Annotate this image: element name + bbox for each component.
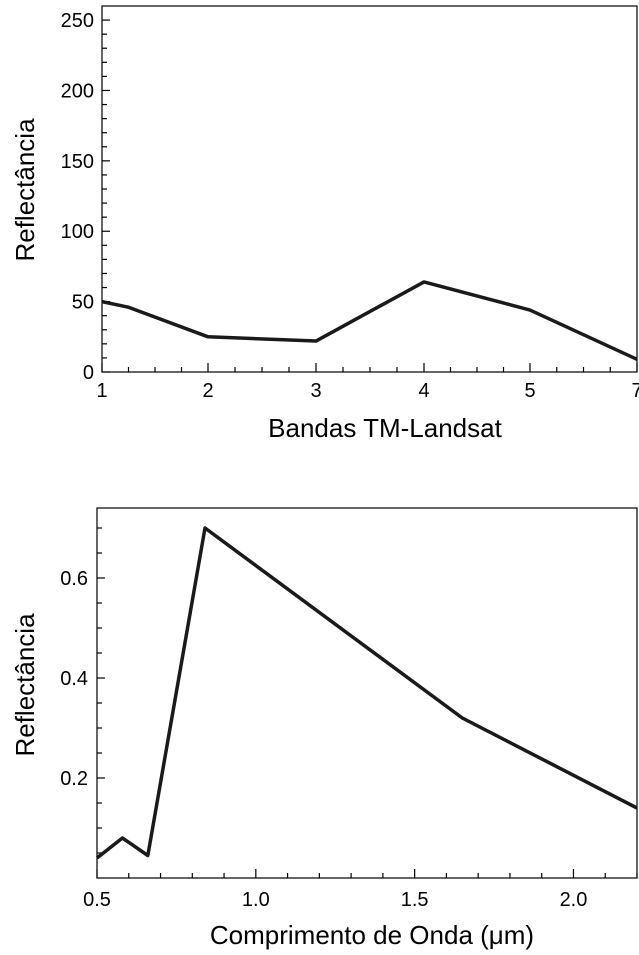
chart-bottom-plot-frame (96, 507, 638, 879)
x-tick-label: 1.5 (401, 889, 429, 911)
y-tick-label: 100 (61, 221, 94, 243)
chart-bottom-series (95, 526, 638, 860)
x-tick-label: 2 (202, 380, 213, 402)
x-tick-label: 0.5 (83, 889, 111, 911)
chart-bottom-x-axis-title: Comprimento de Onda (μm) (210, 920, 534, 950)
y-tick-label: 200 (61, 80, 94, 102)
y-tick-label: 0.4 (60, 668, 88, 690)
y-tick-label: 0.6 (60, 568, 88, 590)
chart-bottom-y-ticks: 0.2 0.4 0.6 (60, 527, 105, 854)
chart-top: 1 2 3 4 5 7 0 50 100 150 200 250 Bandas TM-Landsat… (10, 5, 639, 443)
series-line (95, 526, 638, 860)
chart-top-series (101, 280, 638, 361)
y-tick-label: 0.2 (60, 768, 88, 790)
x-tick-label: 3 (310, 380, 321, 402)
chart-bottom: 0.5 1.0 1.5 2.0 0.2 0.4 0.6 Comprimento de On… (10, 507, 638, 950)
x-tick-label: 5 (524, 380, 535, 402)
y-tick-label: 250 (61, 10, 94, 32)
chart-top-plot-frame (101, 5, 638, 373)
x-tick-label: 4 (418, 380, 429, 402)
series-line (101, 280, 638, 361)
chart-bottom-x-ticks: 0.5 1.0 1.5 2.0 (83, 869, 638, 911)
chart-top-x-ticks: 1 2 3 4 5 7 (96, 363, 639, 402)
x-tick-label: 2.0 (560, 889, 588, 911)
chart-top-y-axis-title: Reflectância (10, 118, 40, 262)
chart-top-x-axis-title: Bandas TM-Landsat (268, 413, 502, 443)
y-tick-label: 0 (83, 362, 94, 384)
y-tick-label: 150 (61, 151, 94, 173)
x-tick-label: 1 (96, 380, 107, 402)
y-tick-label: 50 (72, 292, 94, 314)
chart-top-y-ticks: 0 50 100 150 200 250 (61, 10, 110, 384)
x-tick-label: 7 (631, 380, 639, 402)
chart-bottom-y-axis-title: Reflectância (10, 613, 40, 757)
x-tick-label: 1.0 (242, 889, 270, 911)
